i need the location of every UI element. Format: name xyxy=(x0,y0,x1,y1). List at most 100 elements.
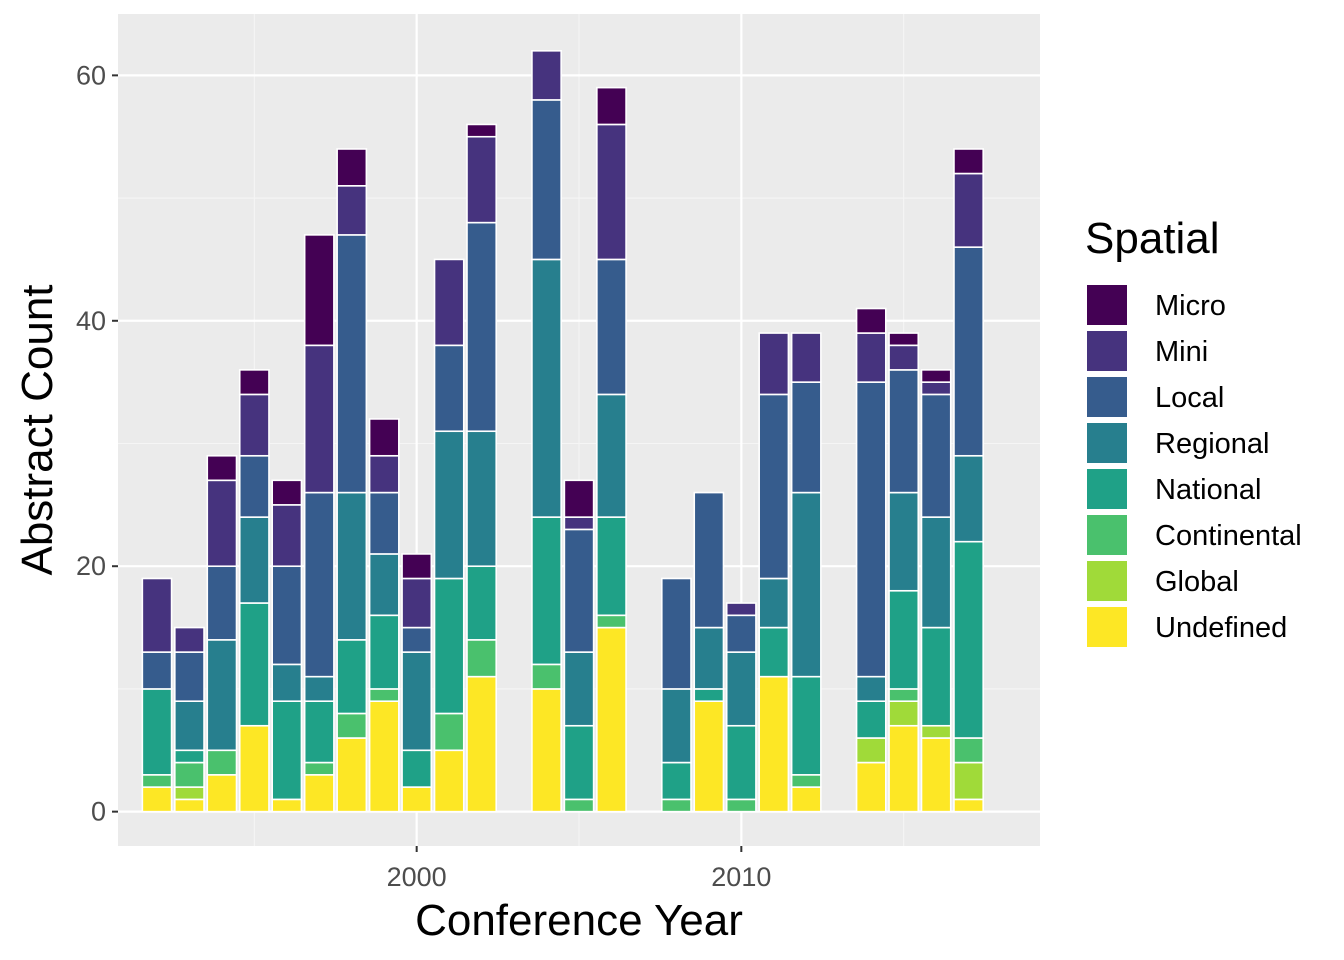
x-axis-title: Conference Year xyxy=(415,896,743,945)
axis-tick-labels: 0 20 40 60 2000 2010 xyxy=(76,60,771,892)
bar-segment-mini xyxy=(303,344,335,494)
legend-swatch xyxy=(1087,469,1127,509)
bar-segment-regional xyxy=(531,258,562,518)
bar-segment-mini xyxy=(953,172,984,248)
bar-segment-local xyxy=(758,393,790,580)
bar-segment-local xyxy=(433,344,465,433)
bar-segment-national xyxy=(888,589,920,690)
bar-segment-mini xyxy=(368,454,400,494)
bar-segment-regional xyxy=(855,675,887,702)
bar-segment-national xyxy=(368,614,400,690)
bar-segment-undefined xyxy=(303,774,335,813)
legend-swatch xyxy=(1087,331,1127,371)
legend-items: Micro Mini Local Regional National Continenta… xyxy=(1087,285,1302,647)
bar-segment-national xyxy=(855,700,887,739)
bar-segment-national xyxy=(596,516,627,617)
y-tick-label: 40 xyxy=(76,306,106,336)
bar-segment-national xyxy=(920,626,952,727)
legend-label: Micro xyxy=(1155,290,1226,322)
bar-segment-national xyxy=(758,626,790,678)
bar-segment-micro xyxy=(206,454,238,482)
bar-segment-undefined xyxy=(271,798,303,813)
bar-stack-1998 xyxy=(336,148,368,813)
legend-label: Mini xyxy=(1155,336,1208,368)
bar-segment-continental xyxy=(953,737,984,764)
y-tick-label: 60 xyxy=(76,60,106,90)
bar-segment-undefined xyxy=(920,737,952,813)
bar-segment-micro xyxy=(563,479,595,518)
legend-item-micro: Micro xyxy=(1087,285,1226,325)
bar-segment-national xyxy=(174,749,205,764)
bar-stack-1995 xyxy=(238,369,270,813)
legend-label: Regional xyxy=(1155,428,1269,460)
bar-segment-undefined xyxy=(433,749,465,813)
bar-stack-1996 xyxy=(271,479,303,813)
bar-segment-local xyxy=(141,651,173,690)
bar-segment-undefined xyxy=(888,724,920,813)
bar-segment-regional xyxy=(693,626,725,690)
bar-segment-micro xyxy=(401,553,433,580)
bar-segment-national xyxy=(401,749,433,788)
bar-segment-regional xyxy=(953,454,984,543)
bar-segment-regional xyxy=(563,651,595,727)
x-tick-label: 2010 xyxy=(711,862,771,892)
legend-item-national: National xyxy=(1087,469,1261,509)
bar-segment-continental xyxy=(563,798,595,813)
bar-segment-continental xyxy=(303,761,335,776)
bar-stack-2004 xyxy=(531,50,562,813)
bar-stack-2012 xyxy=(790,332,822,813)
bar-segment-national xyxy=(238,602,270,727)
legend-label: National xyxy=(1155,474,1261,506)
bar-segment-regional xyxy=(336,491,368,641)
bar-segment-local xyxy=(790,381,822,494)
axis-ticks xyxy=(112,74,743,852)
bar-segment-continental xyxy=(466,639,498,678)
bar-segment-mini xyxy=(141,577,173,653)
legend-item-local: Local xyxy=(1087,377,1224,417)
bar-segment-mini xyxy=(174,626,205,653)
bar-segment-micro xyxy=(303,234,335,347)
bar-segment-national xyxy=(563,724,595,801)
bar-segment-undefined xyxy=(790,786,822,813)
bar-stack-2005 xyxy=(563,479,595,813)
bar-segment-mini xyxy=(888,344,920,371)
bar-segment-local xyxy=(336,234,368,494)
bar-stack-2010 xyxy=(725,602,757,813)
bar-segment-micro xyxy=(466,123,498,138)
legend-item-regional: Regional xyxy=(1087,423,1269,463)
bar-stack-2014 xyxy=(855,307,887,813)
legend-label: Global xyxy=(1155,566,1239,598)
x-tick-label: 2000 xyxy=(387,862,447,892)
bar-segment-undefined xyxy=(401,786,433,813)
bar-segment-mini xyxy=(758,332,790,396)
bar-stack-2011 xyxy=(758,332,790,813)
bar-segment-regional xyxy=(238,516,270,604)
bar-segment-local xyxy=(466,221,498,433)
bar-segment-regional xyxy=(758,577,790,629)
bar-segment-mini xyxy=(855,332,887,383)
bar-stack-2009 xyxy=(693,491,725,813)
bar-segment-continental xyxy=(433,712,465,752)
bar-stack-2000 xyxy=(401,553,433,813)
bar-segment-local xyxy=(920,393,952,518)
bar-segment-local xyxy=(206,565,238,641)
legend-swatch xyxy=(1087,285,1127,325)
bar-segment-continental xyxy=(174,761,205,788)
bar-segment-mini xyxy=(790,332,822,383)
bar-segment-national xyxy=(303,700,335,764)
bar-segment-mini xyxy=(596,123,627,261)
legend-swatch xyxy=(1087,607,1127,647)
bar-stack-1999 xyxy=(368,418,400,813)
bar-segment-continental xyxy=(725,798,757,813)
bar-segment-mini xyxy=(433,258,465,347)
bar-segment-national xyxy=(725,724,757,801)
y-tick-label: 0 xyxy=(91,797,106,827)
bar-segment-regional xyxy=(725,651,757,727)
legend-item-undefined: Undefined xyxy=(1087,607,1287,647)
bar-segment-regional xyxy=(596,393,627,518)
legend-label: Undefined xyxy=(1155,612,1287,644)
bar-segment-micro xyxy=(238,369,270,396)
bar-segment-micro xyxy=(336,148,368,187)
bar-segment-local xyxy=(271,565,303,666)
